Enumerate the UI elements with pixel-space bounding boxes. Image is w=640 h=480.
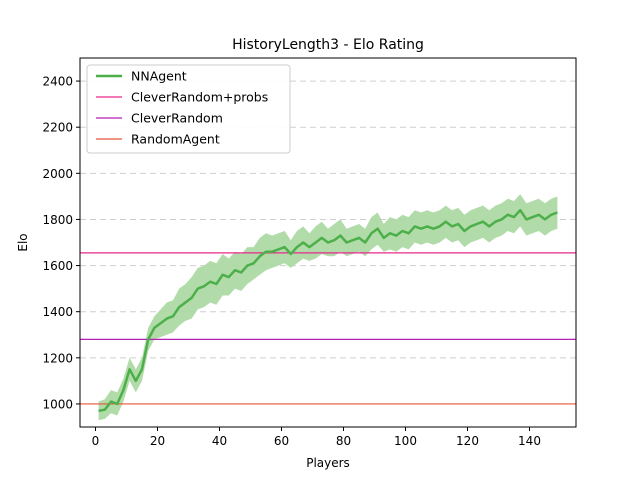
x-axis-ticks: 0 20 40 60 80 100 120 140 — [92, 427, 541, 448]
x-axis-label: Players — [306, 456, 350, 470]
y-tick-label: 2000 — [42, 167, 73, 181]
y-tick-label: 1400 — [42, 305, 73, 319]
reference-lines-layer — [80, 252, 576, 405]
series-line-nnagent — [98, 208, 558, 413]
x-tick-label: 80 — [336, 434, 351, 448]
y-tick-label: 2200 — [42, 121, 73, 135]
legend: NNAgent CleverRandom+probs CleverRandom Ran… — [86, 64, 291, 154]
x-tick-label: 40 — [212, 434, 227, 448]
legend-label: CleverRandom+probs — [131, 90, 268, 105]
legend-box — [86, 64, 291, 154]
plot-frame — [79, 57, 577, 428]
legend-label: CleverRandom — [131, 111, 223, 126]
y-axis-label: Elo — [16, 233, 30, 251]
x-tick-label: 60 — [274, 434, 289, 448]
y-tick-label: 1800 — [42, 213, 73, 227]
x-tick-label: 100 — [394, 434, 417, 448]
x-tick-label: 0 — [92, 434, 100, 448]
y-tick-label: 1000 — [42, 397, 73, 411]
y-axis-ticks: 1000 1200 1400 1600 1800 2000 2200 2400 — [42, 75, 80, 411]
plot-area — [79, 57, 577, 428]
y-tick-label: 2400 — [42, 75, 73, 89]
legend-label: NNAgent — [131, 69, 187, 84]
series-line-layer — [98, 208, 558, 413]
x-tick-label: 120 — [456, 434, 479, 448]
chart-title: HistoryLength3 - Elo Rating — [232, 37, 424, 53]
y-tick-label: 1200 — [42, 351, 73, 365]
x-tick-label: 20 — [150, 434, 165, 448]
legend-label: RandomAgent — [131, 132, 220, 147]
y-tick-label: 1600 — [42, 259, 73, 273]
x-tick-label: 140 — [518, 434, 541, 448]
